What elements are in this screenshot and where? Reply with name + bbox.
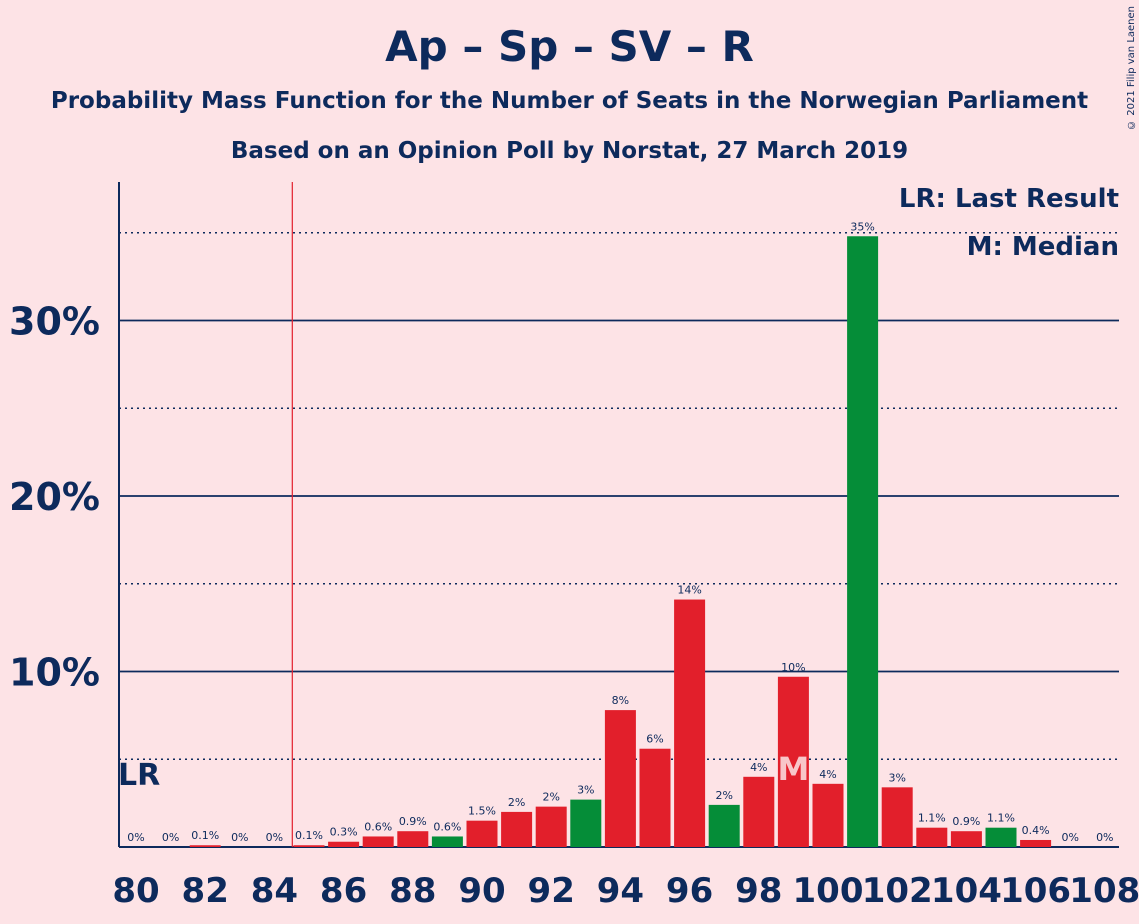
- bar-label-106: 0.4%: [1022, 824, 1050, 837]
- last-result-label: LR: [118, 758, 160, 793]
- y-tick-label: 20%: [9, 475, 100, 519]
- x-tick-label: 104: [931, 871, 1002, 911]
- bar-100: [812, 783, 844, 847]
- x-tick-label: 102: [862, 871, 933, 911]
- bar-label-92: 2%: [542, 791, 559, 804]
- bar-label-99: 10%: [781, 661, 805, 674]
- bar-95: [639, 748, 671, 847]
- bar-94: [604, 710, 636, 847]
- bar-97: [708, 804, 740, 847]
- x-tick-label: 108: [1069, 871, 1139, 911]
- bar-label-107: 0%: [1061, 831, 1078, 844]
- bar-82: [189, 845, 221, 847]
- bar-98: [743, 776, 775, 847]
- x-tick-label: 96: [666, 871, 713, 911]
- x-tick-label: 88: [389, 871, 436, 911]
- bar-label-95: 6%: [646, 733, 663, 746]
- bar-label-105: 1.1%: [987, 812, 1015, 825]
- x-tick-label: 90: [458, 871, 505, 911]
- bar-90: [466, 820, 498, 847]
- bar-label-88: 0.9%: [399, 815, 427, 828]
- y-tick-label: 10%: [9, 651, 100, 695]
- bar-89: [431, 836, 463, 847]
- bar-label-81: 0%: [162, 831, 179, 844]
- x-tick-label: 84: [251, 871, 298, 911]
- bar-label-94: 8%: [612, 694, 629, 707]
- chart-subtitle-2: Based on an Opinion Poll by Norstat, 27 …: [230, 138, 909, 164]
- bar-label-100: 4%: [819, 768, 836, 781]
- bar-label-103: 1.1%: [918, 812, 946, 825]
- chart-title: Ap – Sp – SV – R: [385, 22, 754, 71]
- bar-91: [501, 811, 533, 847]
- bar-label-90: 1.5%: [468, 805, 496, 818]
- bar-label-82: 0.1%: [191, 829, 219, 842]
- bar-101: [847, 236, 879, 847]
- x-tick-label: 94: [597, 871, 644, 911]
- legend-median: M: Median: [966, 232, 1119, 262]
- bar-85: [293, 845, 325, 847]
- bar-label-87: 0.6%: [364, 820, 392, 833]
- x-tick-label: 98: [735, 871, 782, 911]
- bar-label-104: 0.9%: [952, 815, 980, 828]
- x-tick-label: 100: [793, 871, 864, 911]
- bar-103: [916, 827, 948, 847]
- bar-label-86: 0.3%: [330, 826, 358, 839]
- chart-subtitle-1: Probability Mass Function for the Number…: [50, 88, 1089, 114]
- bar-87: [362, 836, 394, 847]
- bar-label-93: 3%: [577, 784, 594, 797]
- median-marker: M: [777, 750, 809, 788]
- bar-92: [535, 806, 567, 847]
- bar-86: [328, 841, 360, 847]
- bar-105: [985, 827, 1017, 847]
- bar-106: [1020, 839, 1052, 847]
- bar-label-102: 3%: [888, 771, 905, 784]
- x-tick-label: 80: [112, 871, 159, 911]
- bar-96: [674, 599, 706, 847]
- bar-label-83: 0%: [231, 831, 248, 844]
- bar-label-89: 0.6%: [433, 820, 461, 833]
- bar-label-96: 14%: [677, 584, 701, 597]
- bar-label-91: 2%: [508, 796, 525, 809]
- bar-102: [881, 787, 913, 847]
- x-tick-label: 86: [320, 871, 367, 911]
- legend-last-result: LR: Last Result: [898, 184, 1119, 214]
- bar-label-84: 0%: [266, 831, 283, 844]
- bar-104: [950, 831, 982, 847]
- x-tick-label: 106: [1000, 871, 1071, 911]
- y-tick-label: 30%: [9, 300, 100, 344]
- bar-label-85: 0.1%: [295, 829, 323, 842]
- x-tick-label: 82: [182, 871, 229, 911]
- bar-99: [777, 676, 809, 847]
- bar-label-80: 0%: [127, 831, 144, 844]
- bar-label-108: 0%: [1096, 831, 1113, 844]
- bar-label-97: 2%: [715, 789, 732, 802]
- bar-93: [570, 799, 602, 847]
- bar-label-101: 35%: [850, 220, 874, 233]
- bar-88: [397, 831, 429, 847]
- x-tick-label: 92: [528, 871, 575, 911]
- bar-label-98: 4%: [750, 761, 767, 774]
